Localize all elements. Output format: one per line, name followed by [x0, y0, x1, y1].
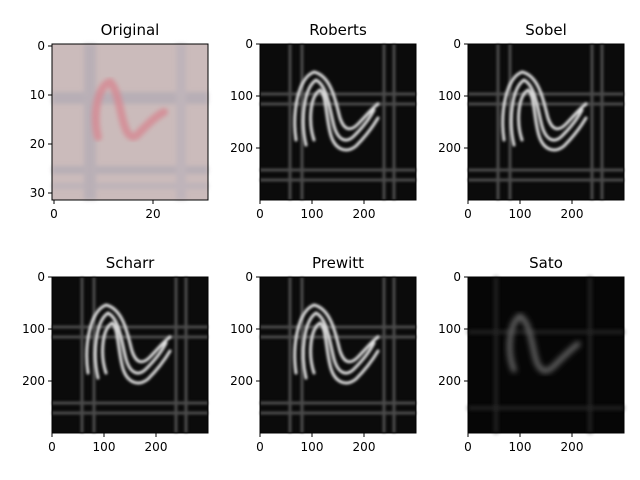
axes-frame	[259, 276, 417, 434]
x-tick-label: 0	[256, 440, 264, 454]
x-ticks: 0 20	[50, 200, 161, 221]
y-ticks: 0 10 20 30	[30, 39, 52, 200]
x-ticks: 0 100 200	[48, 433, 167, 454]
panel-title-original: Original	[101, 21, 160, 39]
y-tick-label: 100	[438, 89, 461, 103]
x-tick-label: 0	[48, 440, 56, 454]
y-tick-label: 100	[22, 322, 45, 336]
y-tick-label: 0	[453, 270, 461, 284]
panel-roberts: Roberts 0 100	[230, 21, 417, 221]
y-tick-label: 100	[230, 89, 253, 103]
y-tick-label: 30	[30, 186, 45, 200]
y-tick-label: 0	[37, 39, 45, 53]
panel-title-prewitt: Prewitt	[312, 254, 364, 272]
y-tick-label: 10	[30, 88, 45, 102]
panel-title-scharr: Scharr	[106, 254, 155, 272]
y-ticks: 0 100 200	[230, 270, 260, 388]
axes-frame	[51, 276, 209, 434]
edge-map-scharr	[52, 277, 208, 433]
y-tick-label: 0	[37, 270, 45, 284]
edge-map-prewitt	[260, 277, 416, 433]
x-ticks: 0 100 200	[256, 200, 375, 221]
y-tick-label: 100	[230, 322, 253, 336]
panel-prewitt: Prewitt 0 100	[230, 254, 417, 454]
x-ticks: 0 100 200	[464, 200, 583, 221]
x-ticks: 0 100 200	[464, 433, 583, 454]
x-tick-label: 100	[509, 440, 532, 454]
x-tick-label: 200	[353, 440, 376, 454]
edge-map-roberts	[260, 44, 416, 200]
x-tick-label: 100	[509, 207, 532, 221]
panel-title-roberts: Roberts	[309, 21, 367, 39]
panel-title-sobel: Sobel	[525, 21, 567, 39]
original-photo	[52, 44, 208, 200]
y-ticks: 0 100 200	[230, 37, 260, 155]
panel-sato: Sato 0 100 200 0 1	[438, 254, 625, 454]
y-tick-label: 200	[230, 374, 253, 388]
y-tick-label: 20	[30, 137, 45, 151]
x-tick-label: 200	[561, 207, 584, 221]
y-tick-label: 0	[453, 37, 461, 51]
x-ticks: 0 100 200	[256, 433, 375, 454]
y-tick-label: 200	[230, 141, 253, 155]
x-tick-label: 100	[93, 440, 116, 454]
y-tick-label: 0	[245, 37, 253, 51]
y-tick-label: 100	[438, 322, 461, 336]
x-tick-label: 0	[464, 207, 472, 221]
x-tick-label: 200	[353, 207, 376, 221]
panel-sobel: Sobel 0 100	[438, 21, 625, 221]
panel-title-sato: Sato	[529, 254, 563, 272]
y-ticks: 0 100 200	[438, 37, 468, 155]
y-tick-label: 200	[22, 374, 45, 388]
panel-original: Original 0 20 0	[30, 21, 209, 221]
y-tick-label: 0	[245, 270, 253, 284]
x-tick-label: 0	[464, 440, 472, 454]
axes-frame	[51, 43, 209, 201]
y-tick-label: 200	[438, 141, 461, 155]
axes-frame	[467, 43, 625, 201]
x-tick-label: 100	[301, 440, 324, 454]
x-tick-label: 0	[50, 207, 58, 221]
x-tick-label: 100	[301, 207, 324, 221]
panel-scharr: Scharr 0 100	[22, 254, 209, 454]
y-ticks: 0 100 200	[438, 270, 468, 388]
x-tick-label: 200	[145, 440, 168, 454]
y-tick-label: 200	[438, 374, 461, 388]
axes-frame	[259, 43, 417, 201]
y-ticks: 0 100 200	[22, 270, 52, 388]
x-tick-label: 20	[145, 207, 160, 221]
edge-map-sobel	[468, 44, 624, 200]
x-tick-label: 0	[256, 207, 264, 221]
edge-map-sato	[468, 277, 624, 433]
x-tick-label: 200	[561, 440, 584, 454]
axes-frame	[467, 276, 625, 434]
